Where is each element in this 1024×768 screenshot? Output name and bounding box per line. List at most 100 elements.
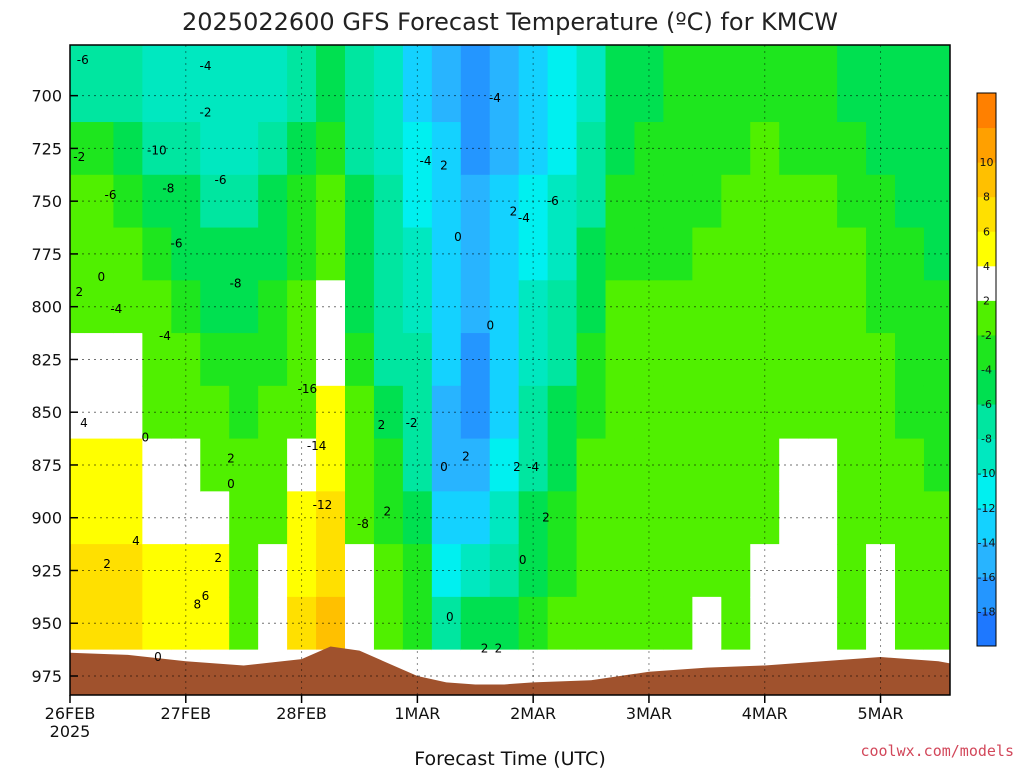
heatmap-cell (779, 227, 809, 281)
contour-label: -2 (73, 150, 85, 164)
x-tick-label: 5MAR (858, 704, 904, 723)
heatmap-cell (605, 227, 636, 281)
heatmap-cell (287, 333, 317, 387)
heatmap-cell (258, 45, 288, 123)
heatmap-cell (779, 333, 809, 387)
heatmap-cell (229, 544, 259, 598)
contour-label: 2 (510, 205, 518, 219)
heatmap-cell (750, 45, 780, 123)
contour-label: -10 (147, 144, 167, 158)
y-tick-label: 900 (31, 509, 62, 528)
plot-frame (69, 44, 951, 696)
contour-label: -4 (489, 91, 501, 105)
heatmap-cell (229, 122, 259, 176)
contour-label: 2 (214, 551, 222, 565)
contour-label: 2 (378, 418, 386, 432)
heatmap-cell (287, 280, 317, 334)
heatmap-cell (605, 122, 636, 176)
contour-label: 0 (440, 460, 448, 474)
x-tick-label: 27FEB (160, 704, 211, 723)
contour-label: -4 (159, 329, 171, 343)
heatmap-cell (402, 45, 433, 123)
x-axis-label: Forecast Time (UTC) (414, 748, 605, 768)
heatmap-cell (113, 385, 143, 440)
contour-label: -6 (105, 188, 117, 202)
x-tick-label: 28FEB (276, 704, 327, 723)
colorbar-tick-label: -16 (978, 571, 996, 584)
colorbar-swatch (977, 507, 996, 543)
heatmap-cell (808, 45, 838, 123)
y-tick-label: 725 (31, 139, 62, 158)
heatmap-cell (779, 385, 809, 440)
chart-title: 2025022600 GFS Forecast Temperature (ºC)… (182, 8, 838, 36)
contour-label: 4 (132, 534, 140, 548)
colorbar-tick-label: 8 (983, 191, 990, 204)
colorbar-swatch (977, 404, 996, 440)
colorbar-tick-label: -14 (978, 536, 996, 549)
heatmap-cell (605, 544, 636, 598)
contour-label: 2 (440, 158, 448, 172)
contour-label: -16 (298, 382, 318, 396)
heatmap-cell (316, 45, 346, 123)
contour-label: -2 (199, 106, 211, 120)
heatmap-cell (605, 596, 636, 651)
contour-label: 2 (513, 460, 521, 474)
contour-label: -12 (313, 498, 333, 512)
contour-labels: -6-2024-6-4042-10-8-6-40-4-2-6-820268-16… (73, 53, 559, 664)
colorbar-tick-label: 6 (983, 225, 990, 238)
contour-label: 2 (103, 557, 111, 571)
heatmap-cell (229, 596, 259, 651)
heatmap-cell (171, 45, 201, 123)
heatmap-cell (634, 45, 665, 123)
heatmap-cell (229, 438, 259, 492)
y-tick-label: 975 (31, 667, 62, 686)
heatmap-cell (171, 596, 201, 651)
y-tick-label: 850 (31, 403, 62, 422)
colorbar-swatch (977, 265, 996, 301)
heatmap-cell (605, 280, 636, 334)
contour-label: -4 (419, 154, 431, 168)
heatmap-cell (142, 45, 172, 123)
heatmap-cell (171, 385, 201, 440)
contour-label: 2 (481, 642, 489, 656)
colorbar-swatch (977, 127, 996, 163)
x-tick-label: 4MAR (742, 704, 788, 723)
surface-terrain (70, 646, 950, 695)
heatmap-cell (779, 45, 809, 123)
heatmap-cell (171, 438, 201, 492)
heatmap-cell (229, 227, 259, 281)
contour-label: 2 (227, 452, 235, 466)
contour-label: 2 (383, 504, 391, 518)
colorbar-tick-label: -4 (981, 364, 992, 377)
heatmap-cell (287, 227, 317, 281)
contour-label: 2 (495, 642, 503, 656)
y-tick-label: 875 (31, 456, 62, 475)
colorbar-swatch (977, 473, 996, 509)
y-tick-label: 825 (31, 350, 62, 369)
colorbar-tick-label: 2 (983, 294, 990, 307)
contour-label: -4 (527, 460, 539, 474)
colorbar-tick-label: -10 (978, 467, 996, 480)
heatmap-cell (779, 438, 809, 492)
heatmap-cell (460, 45, 491, 123)
colorbar-swatch (977, 611, 996, 647)
watermark: coolwx.com/models (860, 742, 1014, 760)
colorbar: -18 -16 -14 -12 -10 -8 -6 -4 -2 2 4 6 8 10 (976, 92, 997, 647)
y-tick-label: 750 (31, 192, 62, 211)
colorbar-tick-label: -2 (981, 329, 992, 342)
heatmap-cell (721, 45, 751, 123)
contour-label: -8 (230, 276, 242, 290)
heatmap-cell (287, 544, 317, 598)
contour-label: -8 (357, 517, 369, 531)
heatmap-cell (84, 45, 115, 123)
colorbar-tick-label: 4 (983, 260, 990, 273)
heatmap-cell (779, 544, 809, 598)
grid-lines (70, 45, 950, 695)
x-tick-label: 26FEB (45, 704, 96, 723)
heatmap-cell (229, 280, 259, 334)
heatmap-cell (373, 45, 404, 123)
contour-label: 4 (80, 416, 88, 430)
heatmap-cell (605, 45, 636, 123)
contour-label: 6 (202, 589, 210, 603)
heatmap-cell (605, 385, 636, 440)
